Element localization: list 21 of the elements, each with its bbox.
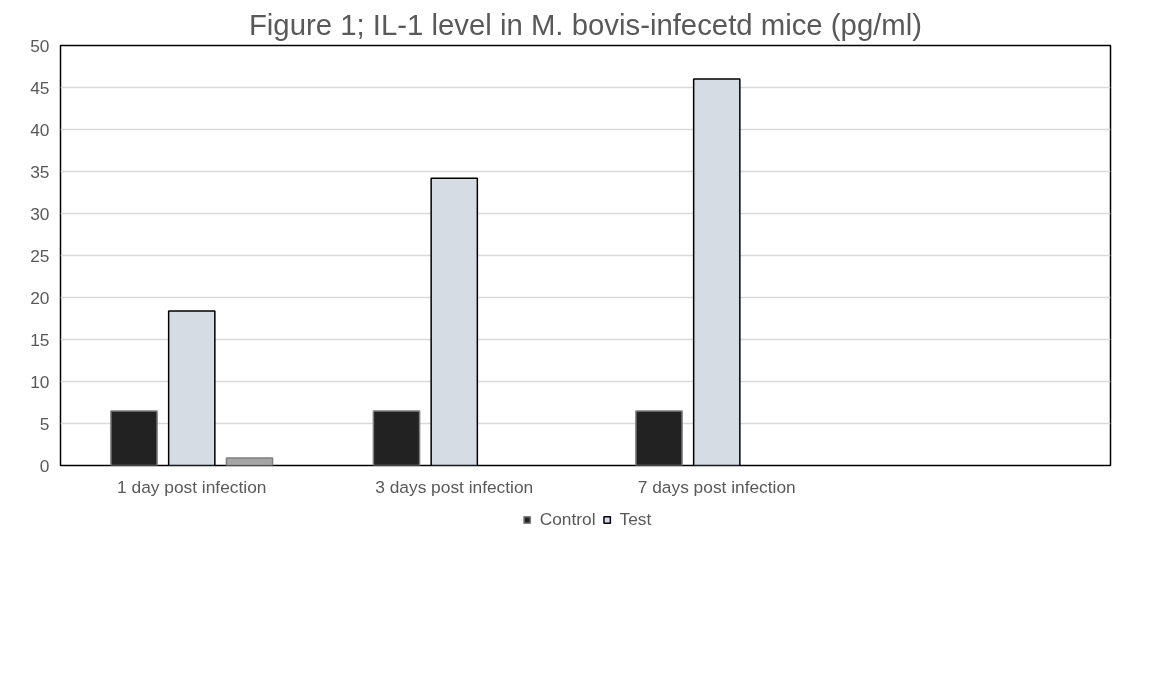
y-tick-label: 10 bbox=[30, 371, 50, 392]
x-tick-label: 1 day post infection bbox=[117, 476, 267, 497]
bar bbox=[225, 457, 274, 466]
bar bbox=[372, 410, 421, 466]
y-tick-label: 35 bbox=[30, 161, 50, 182]
chart-title: Figure 1; IL-1 level in M. bovis-infecetd mice (pg/ml) bbox=[248, 7, 923, 41]
y-tick-label: 5 bbox=[39, 413, 50, 434]
y-tick-label: 50 bbox=[30, 35, 50, 56]
y-tick-label: 20 bbox=[30, 287, 50, 308]
y-tick-label: 15 bbox=[30, 329, 50, 350]
x-tick-label: 7 days post infection bbox=[637, 476, 796, 497]
y-tick-label: 30 bbox=[30, 203, 50, 224]
y-tick-label: 40 bbox=[30, 119, 50, 140]
bar bbox=[110, 410, 158, 466]
legend-label: Control bbox=[539, 508, 596, 530]
y-tick-label: 25 bbox=[30, 245, 50, 266]
y-tick-label: 45 bbox=[30, 77, 50, 98]
bar bbox=[635, 410, 683, 466]
x-tick-label: 3 days post infection bbox=[375, 476, 534, 497]
y-tick-label: 0 bbox=[39, 455, 50, 476]
legend-label: Test bbox=[619, 508, 652, 530]
